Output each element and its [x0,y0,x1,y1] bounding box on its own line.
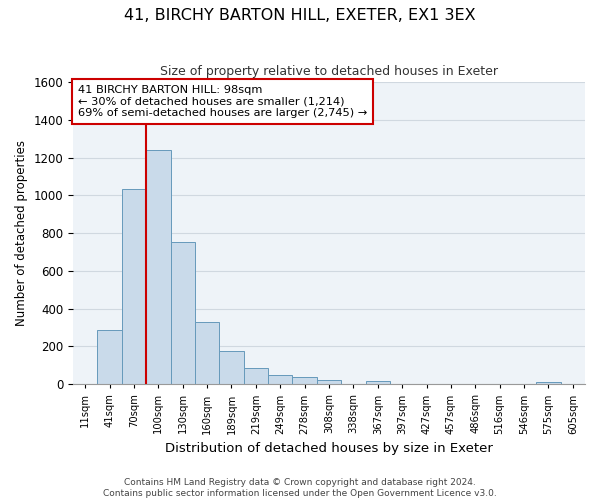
Bar [170,242,195,384]
Bar [97,330,122,384]
Bar [220,351,244,384]
Bar [317,380,341,384]
Text: 41, BIRCHY BARTON HILL, EXETER, EX1 3EX: 41, BIRCHY BARTON HILL, EXETER, EX1 3EX [124,8,476,22]
Bar [268,375,292,384]
Bar [536,382,560,384]
Title: Size of property relative to detached houses in Exeter: Size of property relative to detached ho… [160,65,498,78]
Text: Contains HM Land Registry data © Crown copyright and database right 2024.
Contai: Contains HM Land Registry data © Crown c… [103,478,497,498]
Bar [365,382,390,384]
Bar [195,322,220,384]
X-axis label: Distribution of detached houses by size in Exeter: Distribution of detached houses by size … [165,442,493,455]
Bar [146,150,170,384]
Bar [244,368,268,384]
Bar [122,188,146,384]
Y-axis label: Number of detached properties: Number of detached properties [15,140,28,326]
Text: 41 BIRCHY BARTON HILL: 98sqm
← 30% of detached houses are smaller (1,214)
69% of: 41 BIRCHY BARTON HILL: 98sqm ← 30% of de… [78,85,367,118]
Bar [292,377,317,384]
